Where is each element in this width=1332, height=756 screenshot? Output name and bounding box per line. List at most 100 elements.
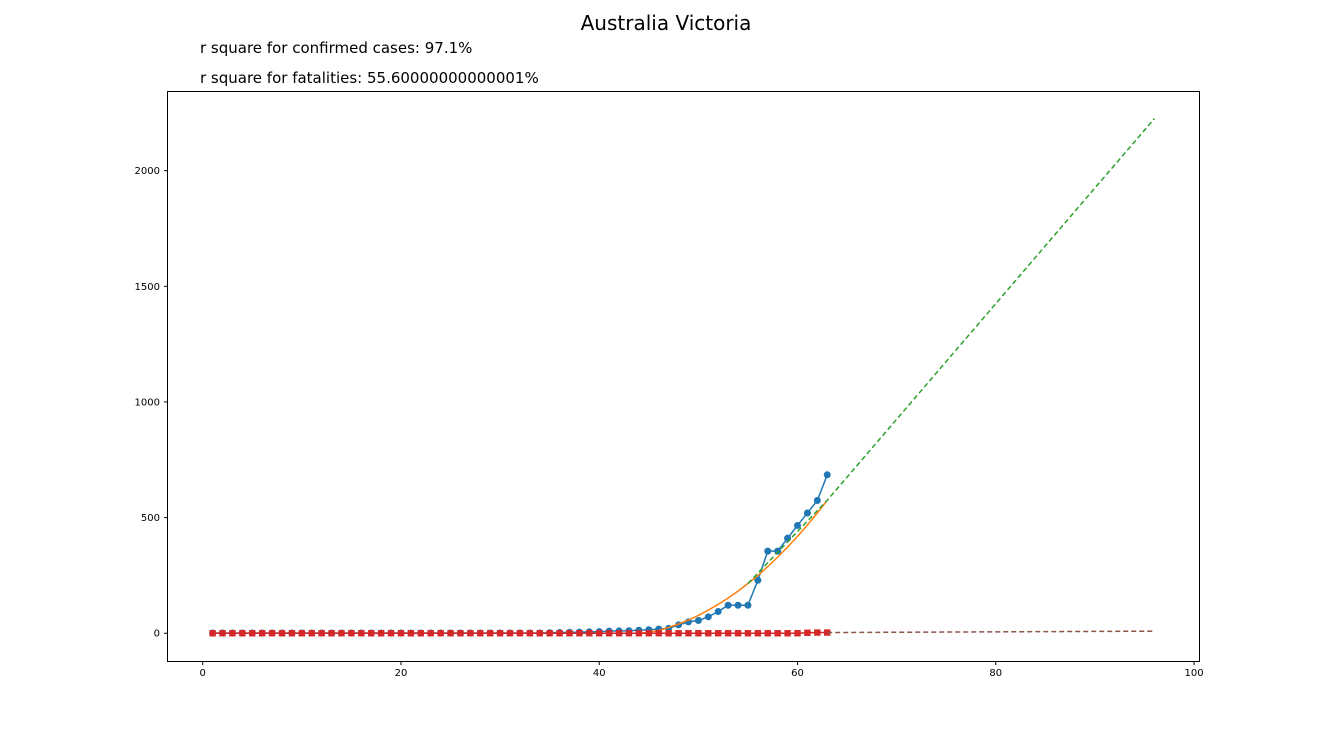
data-point xyxy=(427,630,434,637)
series-fatalities-projection xyxy=(827,630,1155,634)
data-point xyxy=(794,521,802,529)
data-point xyxy=(496,630,504,637)
y-tick-label: 1000 xyxy=(135,397,160,408)
y-tick-label: 1500 xyxy=(135,282,160,293)
y-axis: 0 500 1000 1500 2000 xyxy=(135,166,168,640)
data-point xyxy=(615,630,623,637)
data-point xyxy=(655,630,662,637)
data-point xyxy=(764,630,771,637)
data-point xyxy=(328,630,335,637)
data-point xyxy=(467,630,474,637)
data-point xyxy=(477,630,484,637)
data-point xyxy=(258,630,266,637)
data-point xyxy=(824,629,831,636)
data-point xyxy=(437,630,444,637)
data-point xyxy=(794,630,801,637)
data-point xyxy=(229,630,236,637)
data-point xyxy=(784,534,792,542)
data-point xyxy=(814,629,821,636)
data-point xyxy=(764,547,772,555)
data-point xyxy=(754,576,762,584)
data-point xyxy=(714,608,722,616)
r-square-fatalities-annotation: r square for fatalities: 55.600000000000… xyxy=(200,69,539,87)
data-point xyxy=(596,630,603,637)
data-point xyxy=(823,471,831,479)
data-point xyxy=(536,630,543,637)
data-point xyxy=(239,630,246,637)
data-point xyxy=(219,630,226,637)
x-tick-label: 100 xyxy=(1184,668,1203,679)
y-tick-label: 0 xyxy=(154,629,160,640)
data-point xyxy=(397,630,405,637)
data-point xyxy=(724,630,732,637)
data-point xyxy=(804,629,811,636)
x-tick-label: 40 xyxy=(593,668,606,679)
series-line-confirmed-fit xyxy=(638,499,828,634)
data-point xyxy=(348,630,355,637)
data-point xyxy=(298,630,306,637)
data-point xyxy=(605,630,613,637)
data-point xyxy=(288,630,296,637)
data-point xyxy=(546,630,553,637)
r-square-confirmed-annotation: r square for confirmed cases: 97.1% xyxy=(200,39,472,57)
data-point xyxy=(566,630,573,637)
data-point xyxy=(625,630,633,637)
series-fatalities xyxy=(209,629,831,637)
data-point xyxy=(586,630,593,637)
y-tick-label: 500 xyxy=(141,513,160,524)
data-point xyxy=(754,630,762,637)
data-point xyxy=(486,630,494,637)
data-point xyxy=(694,617,702,625)
data-point xyxy=(556,630,563,637)
data-point xyxy=(774,630,781,637)
x-tick-label: 20 xyxy=(395,668,408,679)
x-tick-label: 80 xyxy=(989,668,1002,679)
data-point xyxy=(526,630,534,637)
y-tick-label: 2000 xyxy=(135,166,160,177)
data-point xyxy=(803,509,811,517)
data-point xyxy=(744,601,752,609)
data-point xyxy=(695,630,702,637)
series-line-fatalities-projection xyxy=(827,630,1155,634)
data-point xyxy=(784,630,791,637)
series-line-confirmed xyxy=(212,474,828,634)
data-point xyxy=(318,630,325,637)
data-point xyxy=(645,630,653,637)
data-point xyxy=(734,601,742,609)
x-axis: 0 20 40 60 80 100 xyxy=(200,661,1204,679)
data-point xyxy=(705,630,712,637)
data-point xyxy=(774,547,782,555)
data-point xyxy=(308,630,315,637)
data-point xyxy=(377,630,385,637)
data-point xyxy=(268,630,276,637)
series-confirmed-projection xyxy=(747,118,1155,585)
series-confirmed-fit xyxy=(638,499,828,634)
x-tick-label: 0 xyxy=(200,668,206,679)
plot-area xyxy=(167,91,1200,662)
data-point xyxy=(665,630,672,637)
data-point xyxy=(407,630,415,637)
data-point xyxy=(447,630,454,637)
data-point xyxy=(209,630,216,637)
data-point xyxy=(249,630,256,637)
x-tick-label: 60 xyxy=(791,668,804,679)
data-point xyxy=(724,601,732,609)
data-point xyxy=(813,496,821,504)
chart-title: Australia Victoria xyxy=(581,11,752,35)
series-confirmed xyxy=(209,471,831,637)
data-point xyxy=(734,630,742,637)
data-point xyxy=(506,630,514,637)
data-point xyxy=(457,630,464,637)
data-point xyxy=(685,630,692,637)
data-point xyxy=(675,630,682,637)
data-point xyxy=(338,630,345,637)
data-point xyxy=(278,630,286,637)
data-point xyxy=(576,630,583,637)
data-point xyxy=(417,630,424,637)
series-line-confirmed-projection xyxy=(747,118,1155,585)
data-point xyxy=(387,630,395,637)
data-point xyxy=(635,630,643,637)
data-point xyxy=(516,630,524,637)
data-point xyxy=(704,613,712,621)
